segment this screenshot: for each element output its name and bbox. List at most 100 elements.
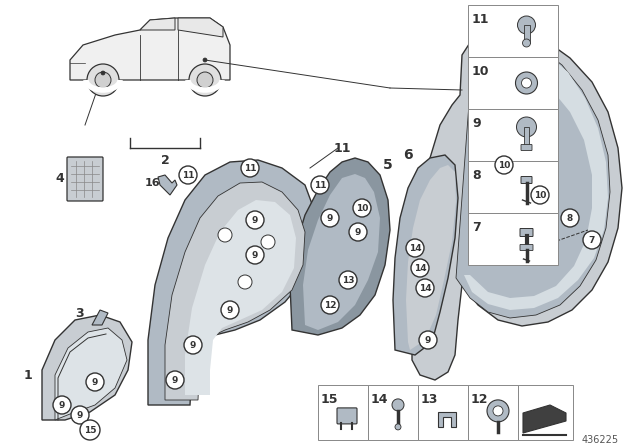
- Bar: [318, 385, 368, 440]
- Text: 9: 9: [425, 336, 431, 345]
- Circle shape: [349, 223, 367, 241]
- Polygon shape: [393, 155, 458, 355]
- Circle shape: [411, 259, 429, 277]
- Circle shape: [561, 209, 579, 227]
- Circle shape: [416, 279, 434, 297]
- Text: 9: 9: [472, 117, 481, 130]
- Circle shape: [353, 199, 371, 217]
- Circle shape: [406, 239, 424, 257]
- FancyBboxPatch shape: [67, 157, 103, 201]
- Circle shape: [179, 166, 197, 184]
- Polygon shape: [438, 412, 456, 427]
- Bar: [468, 5, 558, 57]
- Circle shape: [221, 301, 239, 319]
- FancyBboxPatch shape: [520, 245, 533, 250]
- Text: BMW: BMW: [499, 45, 521, 54]
- Text: 10: 10: [534, 190, 546, 199]
- Bar: [368, 385, 418, 440]
- Polygon shape: [178, 18, 223, 37]
- Circle shape: [246, 246, 264, 264]
- Text: 8: 8: [472, 169, 481, 182]
- Circle shape: [184, 336, 202, 354]
- FancyBboxPatch shape: [337, 408, 357, 424]
- Circle shape: [261, 235, 275, 249]
- Text: 12: 12: [324, 301, 336, 310]
- Circle shape: [522, 39, 531, 47]
- Bar: [524, 25, 529, 43]
- Circle shape: [392, 399, 404, 411]
- Polygon shape: [464, 43, 608, 310]
- Circle shape: [480, 168, 500, 188]
- Polygon shape: [140, 18, 175, 30]
- Text: 14: 14: [413, 263, 426, 272]
- Polygon shape: [303, 174, 380, 330]
- Polygon shape: [70, 18, 230, 80]
- Text: 6: 6: [403, 148, 413, 162]
- Text: 8: 8: [567, 214, 573, 223]
- Circle shape: [53, 396, 71, 414]
- Bar: [468, 385, 518, 440]
- Circle shape: [522, 78, 531, 88]
- Text: 10: 10: [472, 65, 490, 78]
- Circle shape: [95, 72, 111, 88]
- FancyBboxPatch shape: [520, 228, 533, 237]
- Text: 436225: 436225: [581, 435, 619, 445]
- Polygon shape: [185, 200, 296, 395]
- Text: 10: 10: [356, 203, 368, 212]
- Text: 9: 9: [172, 375, 178, 384]
- Circle shape: [87, 64, 119, 96]
- Text: 11: 11: [472, 13, 490, 26]
- Circle shape: [516, 117, 536, 137]
- Text: 7: 7: [472, 221, 481, 234]
- Circle shape: [518, 16, 536, 34]
- Bar: [468, 57, 558, 109]
- Circle shape: [321, 296, 339, 314]
- Circle shape: [203, 58, 207, 62]
- Polygon shape: [456, 36, 610, 318]
- Circle shape: [218, 228, 232, 242]
- Circle shape: [311, 176, 329, 194]
- Polygon shape: [158, 175, 177, 195]
- Text: 14: 14: [371, 393, 388, 406]
- Circle shape: [241, 159, 259, 177]
- Circle shape: [238, 275, 252, 289]
- Text: 12: 12: [471, 393, 488, 406]
- Text: 15: 15: [321, 393, 339, 406]
- Text: 9: 9: [355, 228, 361, 237]
- Text: 9: 9: [59, 401, 65, 409]
- Text: 9: 9: [77, 410, 83, 419]
- Bar: [418, 385, 468, 440]
- Circle shape: [583, 231, 601, 249]
- Bar: [468, 109, 558, 161]
- Circle shape: [339, 271, 357, 289]
- Polygon shape: [523, 405, 566, 433]
- Circle shape: [71, 406, 89, 424]
- Text: 5: 5: [383, 158, 393, 172]
- Circle shape: [197, 72, 213, 88]
- Polygon shape: [55, 328, 127, 420]
- Text: 9: 9: [92, 378, 98, 387]
- Bar: [524, 127, 529, 149]
- Bar: [518, 385, 573, 440]
- Text: 13: 13: [421, 393, 438, 406]
- Circle shape: [101, 71, 105, 75]
- Circle shape: [395, 424, 401, 430]
- Circle shape: [515, 72, 538, 94]
- Circle shape: [189, 64, 221, 96]
- Text: 1: 1: [24, 369, 33, 382]
- Polygon shape: [148, 160, 315, 405]
- Circle shape: [487, 400, 509, 422]
- Bar: [468, 161, 558, 213]
- Text: 11: 11: [244, 164, 256, 172]
- Text: 16: 16: [145, 178, 161, 188]
- Text: 11: 11: [333, 142, 351, 155]
- Circle shape: [246, 211, 264, 229]
- Bar: [468, 213, 558, 265]
- Text: 9: 9: [190, 340, 196, 349]
- FancyBboxPatch shape: [521, 177, 532, 184]
- Polygon shape: [412, 28, 622, 380]
- Text: 13: 13: [342, 276, 355, 284]
- Polygon shape: [42, 315, 132, 420]
- Circle shape: [86, 373, 104, 391]
- Circle shape: [493, 406, 503, 416]
